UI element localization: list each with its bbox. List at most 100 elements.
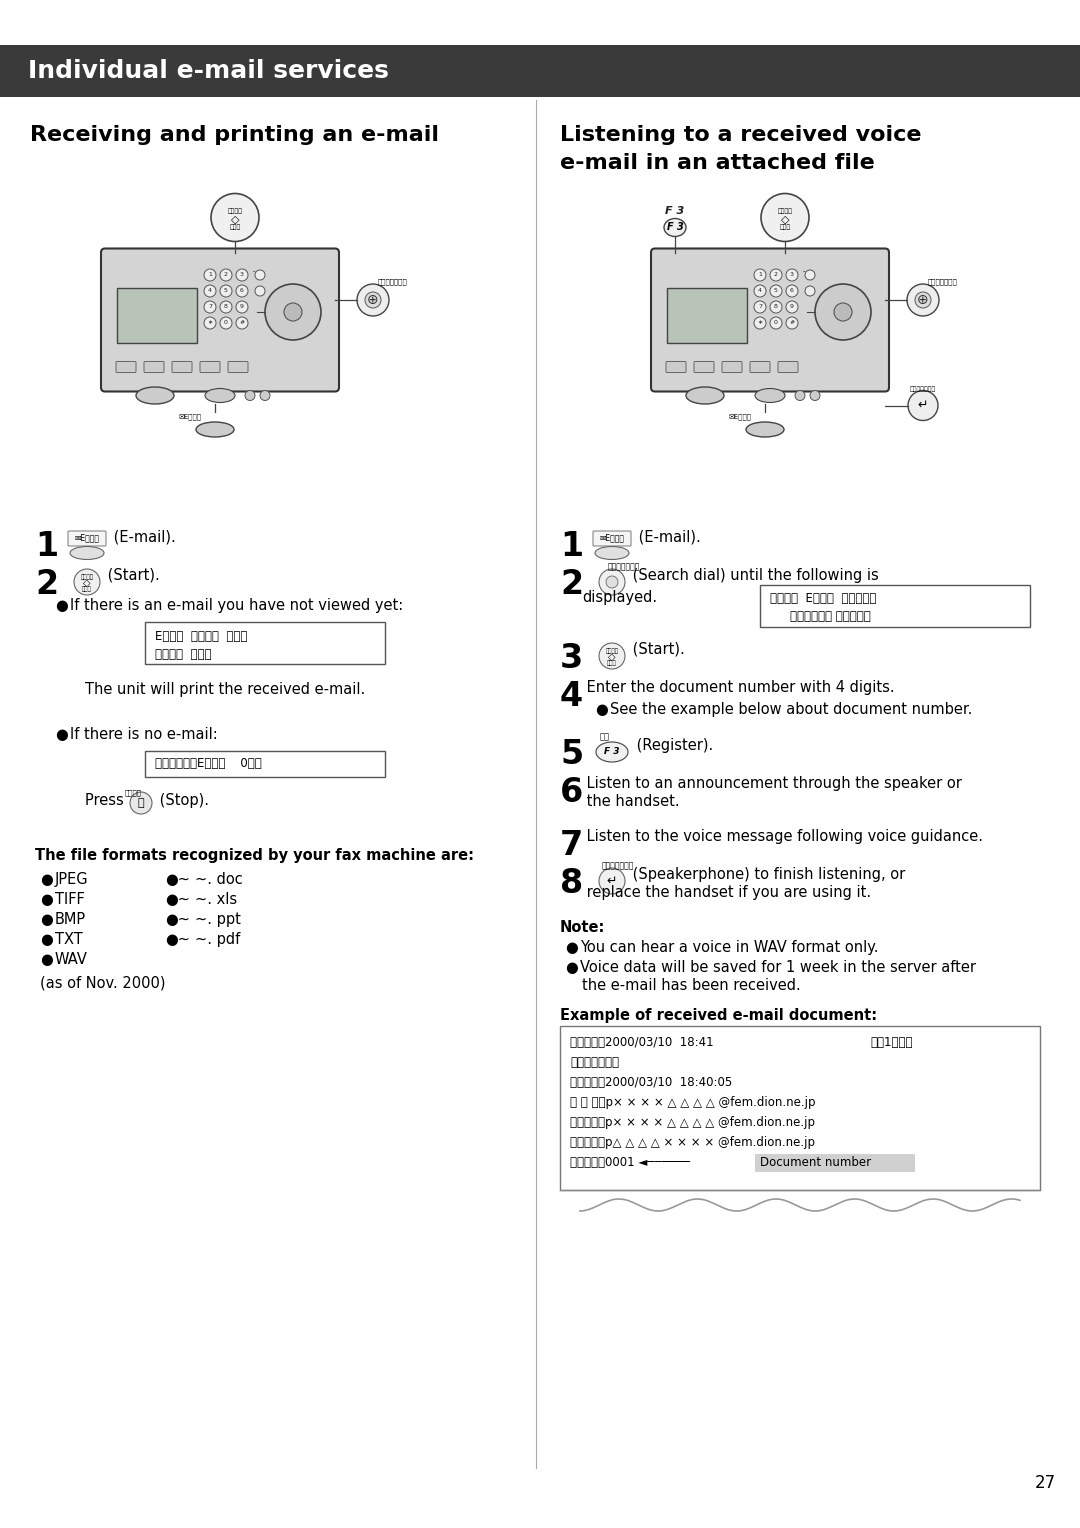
Text: ●: ● [595, 701, 608, 717]
Text: F 3: F 3 [666, 223, 684, 232]
Text: (Speakerphone) to finish listening, or: (Speakerphone) to finish listening, or [627, 866, 905, 882]
Text: コピー: コピー [780, 225, 791, 231]
FancyBboxPatch shape [200, 362, 220, 373]
Text: ∗: ∗ [207, 321, 213, 325]
Circle shape [211, 194, 259, 241]
Text: 3: 3 [789, 272, 794, 278]
Text: タイトル：連絡: タイトル：連絡 [570, 1056, 619, 1070]
Ellipse shape [746, 422, 784, 437]
FancyBboxPatch shape [750, 362, 770, 373]
Text: くるくる電話帳: くるくる電話帳 [378, 278, 408, 284]
Text: ツウシン  チュウ: ツウシン チュウ [156, 648, 212, 662]
Text: displayed.: displayed. [582, 590, 657, 605]
Circle shape [770, 301, 782, 313]
FancyBboxPatch shape [172, 362, 192, 373]
Text: Listen to the voice message following voice guidance.: Listen to the voice message following vo… [582, 830, 983, 843]
Text: 1: 1 [758, 272, 761, 278]
Circle shape [204, 269, 216, 281]
Text: the handset.: the handset. [582, 795, 679, 808]
FancyBboxPatch shape [593, 532, 631, 545]
Text: スタート: スタート [228, 209, 243, 214]
Text: Note:: Note: [561, 920, 606, 935]
Text: You can hear a voice in WAV format only.: You can hear a voice in WAV format only. [580, 940, 878, 955]
Circle shape [237, 286, 248, 296]
Text: 5: 5 [774, 289, 778, 293]
Bar [667, 287, 747, 342]
Circle shape [606, 576, 618, 588]
Circle shape [220, 286, 232, 296]
Text: #: # [789, 321, 795, 325]
Text: ◇: ◇ [83, 578, 91, 588]
Circle shape [805, 286, 815, 296]
Text: 3: 3 [240, 272, 244, 278]
Text: If there is no e-mail:: If there is no e-mail: [70, 727, 218, 743]
Text: 9: 9 [240, 304, 244, 310]
Circle shape [834, 303, 852, 321]
Text: ⊕: ⊕ [367, 293, 379, 307]
Text: ミシ゛ュシンEメール    0ケン: ミシ゛ュシンEメール 0ケン [156, 756, 261, 770]
Text: ✉Eメール: ✉Eメール [178, 414, 202, 420]
Text: Receiving and printing an e-mail: Receiving and printing an e-mail [30, 125, 438, 145]
Text: the e-mail has been received.: the e-mail has been received. [582, 978, 800, 993]
Circle shape [284, 303, 302, 321]
Circle shape [255, 286, 265, 296]
Text: (E-mail).: (E-mail). [109, 530, 176, 545]
Text: スピーカーホン: スピーカーホン [602, 860, 634, 869]
Text: ✉Eメール: ✉Eメール [729, 414, 752, 420]
FancyBboxPatch shape [666, 362, 686, 373]
Text: ↵: ↵ [607, 874, 618, 888]
Text: TXT: TXT [55, 932, 83, 947]
Text: コピー: コピー [229, 225, 241, 231]
FancyBboxPatch shape [778, 362, 798, 373]
FancyBboxPatch shape [694, 362, 714, 373]
Text: If there is an e-mail you have not viewed yet:: If there is an e-mail you have not viewe… [70, 597, 403, 613]
Text: ●: ● [565, 940, 578, 955]
Text: 9: 9 [789, 304, 794, 310]
FancyBboxPatch shape [723, 362, 742, 373]
Circle shape [357, 284, 389, 316]
FancyBboxPatch shape [116, 362, 136, 373]
Text: TIFF: TIFF [55, 892, 84, 908]
Text: ［クルクル， スタート］: ［クルクル， スタート］ [789, 610, 870, 623]
Text: See the example below about document number.: See the example below about document num… [610, 701, 972, 717]
Text: ~. doc: ~. doc [195, 872, 243, 886]
Circle shape [915, 292, 931, 309]
Text: Individual e-mail services: Individual e-mail services [28, 60, 389, 83]
Circle shape [237, 269, 248, 281]
Text: Voice data will be saved for 1 week in the server after: Voice data will be saved for 1 week in t… [580, 960, 976, 975]
Circle shape [260, 391, 270, 400]
Text: ●: ● [55, 597, 68, 613]
FancyBboxPatch shape [228, 362, 248, 373]
Text: スピーカーホン: スピーカーホン [909, 387, 936, 393]
Ellipse shape [664, 219, 686, 237]
Text: 2: 2 [224, 272, 228, 278]
Text: Listening to a received voice: Listening to a received voice [561, 125, 921, 145]
Text: ⊕: ⊕ [917, 293, 929, 307]
Text: JPEG: JPEG [55, 872, 89, 886]
Circle shape [770, 316, 782, 329]
Circle shape [265, 284, 321, 341]
Text: 4: 4 [208, 289, 212, 293]
Circle shape [795, 391, 805, 400]
Text: 8: 8 [561, 866, 583, 900]
Bar [145, 622, 384, 665]
Circle shape [204, 286, 216, 296]
Circle shape [754, 301, 766, 313]
Circle shape [365, 292, 381, 309]
Text: (Search dial) until the following is: (Search dial) until the following is [627, 568, 879, 584]
Text: 27: 27 [1035, 1475, 1055, 1491]
Text: Example of received e-mail document:: Example of received e-mail document: [561, 1008, 877, 1024]
Text: ●: ● [55, 727, 68, 743]
Text: 合訜1ページ: 合訜1ページ [870, 1036, 913, 1050]
Text: スタート: スタート [778, 209, 793, 214]
Text: 0: 0 [224, 321, 228, 325]
Bar [561, 1025, 1040, 1190]
Text: ✉Eメール: ✉Eメール [599, 533, 624, 542]
Text: ~. ppt: ~. ppt [195, 912, 241, 927]
Text: The file formats recognized by your fax machine are:: The file formats recognized by your fax … [35, 848, 474, 863]
Text: 2: 2 [774, 272, 778, 278]
Text: F 3: F 3 [665, 205, 685, 215]
Text: F 3: F 3 [604, 747, 620, 756]
Text: コピー: コピー [607, 660, 617, 666]
Circle shape [810, 391, 820, 400]
